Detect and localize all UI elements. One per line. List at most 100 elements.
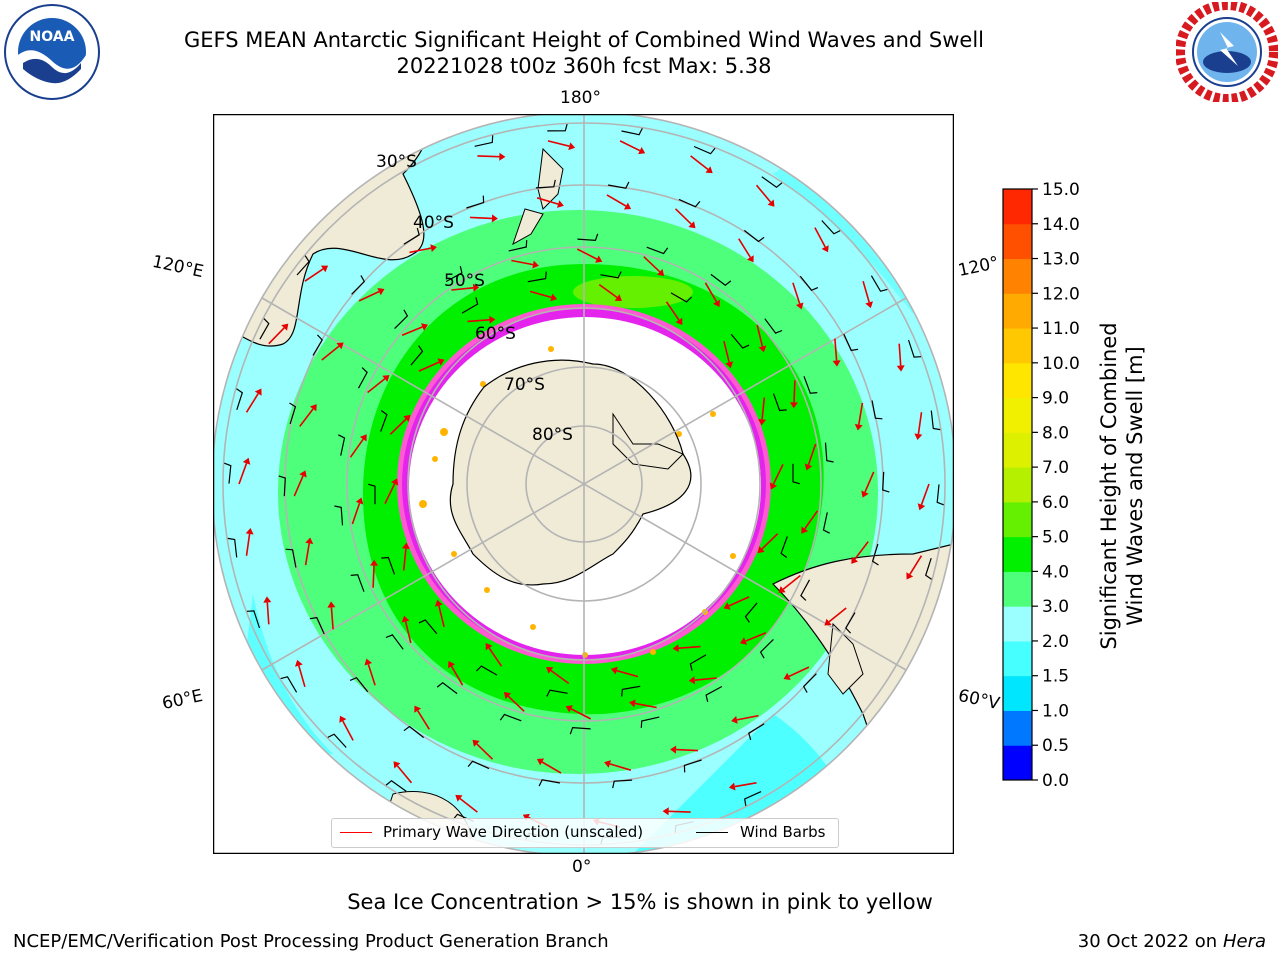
colorbar-band <box>1003 328 1032 364</box>
wind-barb <box>646 246 669 255</box>
wind-barb <box>535 179 556 189</box>
wave-arrow-shaft <box>401 326 423 336</box>
lat-label-30s: 30°S <box>376 152 417 172</box>
nws-logo <box>1176 2 1278 102</box>
wave-arrow-head <box>320 265 329 273</box>
wind-barb <box>761 176 783 189</box>
wave-arrow-head <box>472 283 480 292</box>
wave-direction-arrows <box>224 123 944 845</box>
wave-arrow-head <box>254 388 262 396</box>
wave-arrow-head <box>914 433 923 440</box>
wave-arrow-shaft <box>674 208 692 225</box>
wind-barb <box>621 128 643 136</box>
wave-arrow-head <box>295 659 303 667</box>
wind-barb <box>764 318 783 334</box>
wave-arrow-shaft <box>676 748 699 752</box>
colorbar-tick-label: 10.0 <box>1042 354 1080 374</box>
wave-arrow-head <box>391 478 399 486</box>
wind-barb <box>309 616 325 635</box>
wind-barb <box>640 716 660 728</box>
lon-label-120e: 120°E <box>150 251 206 283</box>
wind-barb <box>467 760 490 770</box>
wave-arrow-shaft <box>438 605 445 628</box>
wave-arrow-head <box>359 434 367 442</box>
wave-arrow-shaft <box>828 607 847 623</box>
wind-barb <box>744 602 758 623</box>
wind-barb <box>278 475 286 497</box>
wind-barb <box>670 292 693 303</box>
polar-map <box>213 114 954 854</box>
wind-barb <box>759 638 774 659</box>
colorbar-title-line1: Significant Height of Combined <box>1097 322 1121 650</box>
wave-arrow-shaft <box>511 259 534 266</box>
wind-barb <box>385 779 407 792</box>
wind-barb <box>357 367 368 389</box>
wave-arrow-head <box>377 288 385 296</box>
wave-arrow-shaft <box>389 418 407 435</box>
wind-barb <box>882 471 890 493</box>
wave-arrow-shaft <box>298 665 306 688</box>
colorbar-band <box>1003 362 1032 399</box>
wave-arrow-head <box>336 342 344 350</box>
wind-barb <box>436 682 458 695</box>
wave-arrow-head <box>414 705 422 713</box>
wave-arrow-shaft <box>745 632 767 642</box>
wave-arrow-head <box>364 658 373 666</box>
wave-arrow-shaft <box>728 596 750 607</box>
wave-arrow-shaft <box>862 280 870 303</box>
wind-barb <box>693 145 716 155</box>
wave-arrow-shaft <box>293 475 304 497</box>
wave-arrow-head <box>731 716 738 724</box>
wave-arrow-head <box>865 301 873 309</box>
wave-arrow-shaft <box>814 227 826 248</box>
wave-arrow-shaft <box>834 338 838 361</box>
footer-credit: NCEP/EMC/Verification Post Processing Pr… <box>13 931 609 952</box>
wave-arrow-shaft <box>788 666 810 678</box>
wave-arrow-shaft <box>321 345 340 361</box>
colorbar-tick-label: 15.0 <box>1042 180 1080 200</box>
wave-arrow-head <box>629 699 636 708</box>
wind-barb <box>600 271 622 279</box>
colorbar-tick-label: 1.5 <box>1042 667 1069 687</box>
colorbar-tick-label: 0.0 <box>1042 771 1069 791</box>
wave-arrow-head <box>861 490 869 498</box>
wind-barb <box>924 558 932 580</box>
colorbar-tick-label: 7.0 <box>1042 458 1069 478</box>
wave-arrow-head <box>851 556 859 564</box>
wind-barb <box>930 410 941 431</box>
wave-arrow-shaft <box>299 408 314 427</box>
wind-barb <box>577 233 599 242</box>
wave-arrow-head <box>263 596 272 603</box>
lat-label-60s: 60°S <box>475 324 516 344</box>
colorbar-band <box>1003 501 1032 538</box>
wave-arrow-head <box>821 245 829 253</box>
wave-arrow-head <box>713 299 720 307</box>
wind-barb <box>607 181 630 189</box>
wave-arrow-head <box>688 221 696 229</box>
wind-barb <box>368 483 376 505</box>
wind-barb <box>338 434 346 456</box>
wave-arrow-head <box>448 661 455 669</box>
wind-barb <box>445 265 463 283</box>
wave-arrow-head <box>758 345 767 353</box>
wave-arrow-head <box>536 758 545 766</box>
lat-label-70s: 70°S <box>504 375 545 395</box>
wind-barb <box>845 612 856 634</box>
wind-barb <box>824 442 834 463</box>
wave-arrow-head <box>305 537 314 544</box>
wind-barb <box>350 574 365 592</box>
wave-arrow-shaft <box>396 765 413 784</box>
wind-barb <box>612 779 633 789</box>
wave-arrow-head <box>522 813 530 821</box>
wind-barb <box>821 220 841 235</box>
colorbar-band <box>1003 189 1032 225</box>
wave-arrow-head <box>662 807 669 816</box>
wave-arrow-shaft <box>606 194 627 207</box>
wind-barb <box>227 537 238 558</box>
wind-barb <box>236 388 244 410</box>
wave-arrow-shaft <box>529 290 552 299</box>
colorbar-band <box>1003 223 1032 260</box>
wave-arrow-shaft <box>570 708 592 720</box>
colorbar-tick-label: 14.0 <box>1042 215 1080 235</box>
wave-arrow-head <box>370 559 378 566</box>
